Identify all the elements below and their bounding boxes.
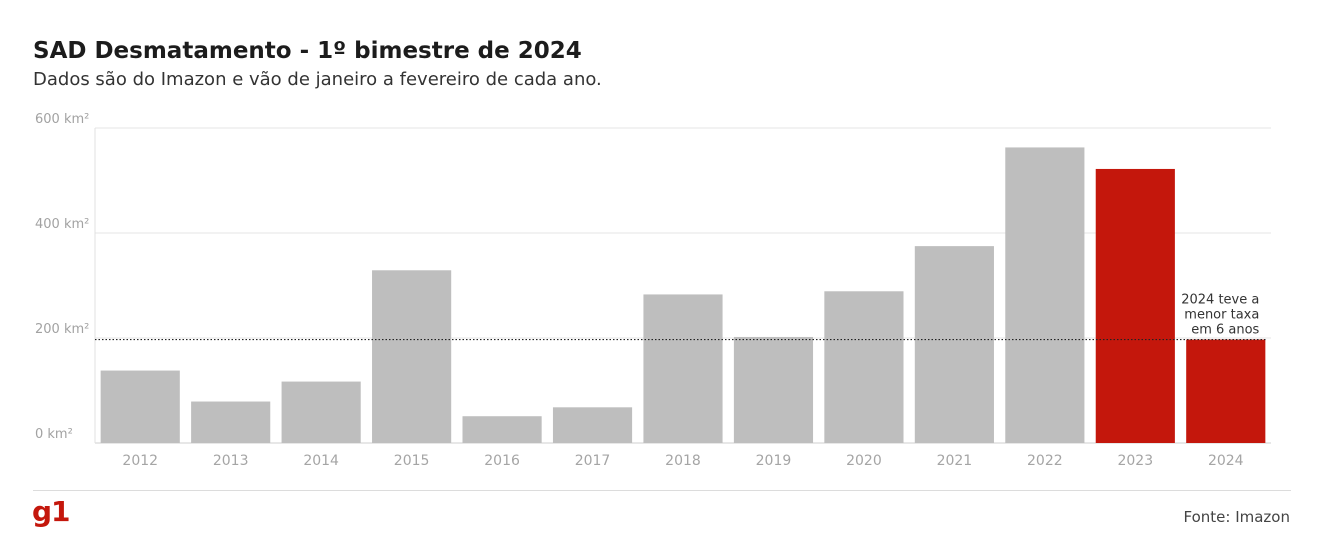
x-tick-label: 2020 <box>846 453 882 469</box>
bar-2019 <box>733 336 814 443</box>
annotation-line: menor taxa <box>1184 308 1259 323</box>
x-tick-label: 2018 <box>665 453 701 469</box>
x-tick-label: 2024 <box>1208 453 1244 469</box>
bar-2024 <box>1186 339 1266 443</box>
x-tick-label: 2012 <box>122 453 158 469</box>
chart-title: SAD Desmatamento - 1º bimestre de 2024 <box>33 38 582 64</box>
bar-2014 <box>281 381 361 443</box>
x-tick-label: 2013 <box>213 453 249 469</box>
x-tick-label: 2017 <box>575 453 611 469</box>
source-note: Fonte: Imazon <box>1183 508 1291 526</box>
x-tick-label: 2019 <box>756 453 792 469</box>
bar-2013 <box>191 401 271 443</box>
bars <box>100 147 1266 444</box>
x-tick-label: 2022 <box>1027 453 1063 469</box>
bar-2023 <box>1095 168 1175 443</box>
g1-logo: g1 <box>32 495 71 528</box>
x-tick-label: 2015 <box>394 453 430 469</box>
bar-2020 <box>824 291 904 443</box>
x-axis-labels: 2012 2013 2014 2015 2016 2017 2018 2019 2020 2021… <box>122 453 1243 469</box>
y-tick-label: 200 km² <box>35 322 89 337</box>
bar-2018 <box>643 294 723 443</box>
annotation-line: 2024 teve a <box>1181 293 1259 308</box>
x-tick-label: 2021 <box>937 453 973 469</box>
bar-2021 <box>914 246 994 443</box>
y-tick-label: 0 km² <box>35 427 73 442</box>
x-tick-label: 2016 <box>484 453 520 469</box>
bar-2012 <box>100 370 180 443</box>
bar-2016 <box>462 416 542 443</box>
bar-2017 <box>552 407 633 443</box>
footer-divider <box>33 490 1291 491</box>
y-tick-label: 600 km² <box>35 112 89 127</box>
x-tick-label: 2023 <box>1117 453 1153 469</box>
y-tick-label: 400 km² <box>35 217 89 232</box>
annotation-line: em 6 anos <box>1191 323 1259 338</box>
chart-subtitle: Dados são do Imazon e vão de janeiro a f… <box>33 69 602 90</box>
bar-2022 <box>1005 147 1085 444</box>
x-tick-label: 2014 <box>303 453 339 469</box>
bar-2015 <box>372 270 452 443</box>
